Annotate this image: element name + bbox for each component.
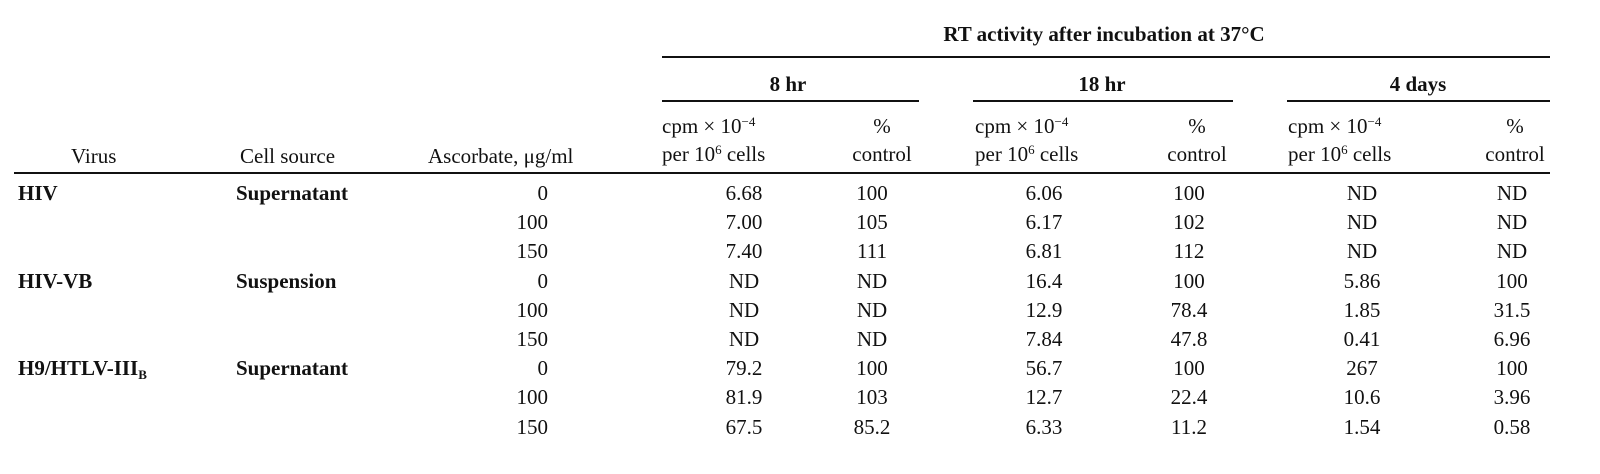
pct-4days-cell: 6.96 (1493, 327, 1531, 351)
pct-4days-cell: 0.58 (1493, 414, 1531, 439)
pct-4days-cell: 3.96 (1493, 385, 1531, 410)
pct-8hr-cell: 100 (856, 181, 888, 205)
cpm-header-4days-line2: per 106 cells (1288, 142, 1392, 166)
cpm-8hr-cell: 7.40 (725, 239, 763, 264)
pct-8hr-cell: 103 (856, 385, 888, 410)
pct-8hr-cell: ND (856, 297, 888, 322)
cpm-18hr-cell: 12.9 (1025, 297, 1063, 322)
pct-18hr-cell: 100 (1173, 356, 1205, 381)
pct-18hr-cell: 112 (1173, 239, 1205, 264)
group-rule-8hr (662, 100, 919, 102)
cpm-8hr-cell: ND (728, 268, 760, 293)
virus-cell: HIV-VB (18, 268, 93, 293)
cpm-18hr-cell: 6.33 (1025, 414, 1063, 439)
ascorbate-cell: 150 (516, 414, 549, 439)
col-header-cell-source: Cell source (240, 144, 336, 168)
cpm-4days-cell: ND (1346, 239, 1378, 264)
pct-18hr-cell: 22.4 (1170, 385, 1208, 410)
header-bottom-rule (14, 172, 1550, 174)
pct-header-8hr: % (873, 114, 891, 138)
ascorbate-cell: 0 (537, 356, 549, 381)
pct-18hr-cell: 102 (1173, 210, 1205, 235)
ascorbate-cell: 100 (516, 210, 549, 235)
virus-cell: H9/HTLV-IIIB (18, 356, 147, 383)
cpm-header-8hr: cpm × 10−4 (662, 114, 756, 138)
cpm-8hr-cell: 6.68 (725, 181, 763, 205)
cpm-8hr-cell: ND (728, 327, 760, 351)
virus-subscript: B (138, 367, 147, 383)
pct-header-4days-line2: control (1485, 142, 1545, 166)
cpm-18hr-cell: 6.17 (1025, 210, 1063, 235)
pct-4days-cell: 100 (1496, 268, 1528, 293)
col-header-virus: Virus (71, 144, 117, 168)
cpm-4days-cell: 0.41 (1343, 327, 1381, 351)
cpm-18hr-cell: 16.4 (1025, 268, 1063, 293)
ascorbate-cell: 150 (516, 239, 549, 264)
pct-8hr-cell: ND (856, 327, 888, 351)
ascorbate-cell: 100 (516, 385, 549, 410)
cpm-4days-cell: ND (1346, 181, 1378, 205)
group-header-18hr: 18 hr (1078, 72, 1126, 96)
cpm-8hr-cell: 81.9 (725, 385, 763, 410)
pct-4days-cell: 100 (1496, 356, 1528, 381)
pct-8hr-cell: 105 (856, 210, 888, 235)
pct-header-4days: % (1506, 114, 1524, 138)
cpm-18hr-cell: 6.06 (1025, 181, 1063, 205)
cell-source-cell: Supernatant (236, 356, 349, 381)
pct-4days-cell: ND (1496, 181, 1528, 205)
cpm-4days-cell: 1.85 (1343, 297, 1381, 322)
cpm-18hr-cell: 7.84 (1025, 327, 1063, 351)
cpm-18hr-cell: 56.7 (1025, 356, 1063, 381)
virus-cell: HIV (18, 181, 58, 205)
cell-source-cell: Suspension (236, 268, 337, 293)
ascorbate-cell: 0 (537, 181, 549, 205)
span-header-rule (662, 56, 1550, 58)
pct-4days-cell: ND (1496, 210, 1528, 235)
cpm-4days-cell: 5.86 (1343, 268, 1381, 293)
pct-8hr-cell: ND (856, 268, 888, 293)
cpm-8hr-cell: 7.00 (725, 210, 763, 235)
pct-header-18hr: % (1188, 114, 1206, 138)
pct-18hr-cell: 100 (1173, 268, 1205, 293)
cpm-4days-cell: ND (1346, 210, 1378, 235)
pct-18hr-cell: 78.4 (1170, 297, 1208, 322)
cpm-header-18hr-line2: per 106 cells (975, 142, 1079, 166)
group-header-4days: 4 days (1389, 72, 1447, 96)
pct-8hr-cell: 111 (857, 239, 887, 264)
cpm-header-4days: cpm × 10−4 (1288, 114, 1382, 138)
cell-source-cell: Supernatant (236, 181, 349, 205)
pct-8hr-cell: 85.2 (853, 414, 891, 439)
pct-18hr-cell: 11.2 (1171, 414, 1207, 439)
group-rule-4days (1287, 100, 1550, 102)
cpm-header-18hr: cpm × 10−4 (975, 114, 1069, 138)
cpm-8hr-cell: 79.2 (725, 356, 763, 381)
pct-4days-cell: 31.5 (1493, 297, 1531, 322)
cpm-8hr-cell: 67.5 (725, 414, 763, 439)
pct-4days-cell: ND (1496, 239, 1528, 264)
cpm-8hr-cell: ND (728, 297, 760, 322)
span-header-title: RT activity after incubation at 37°C (943, 22, 1265, 46)
group-rule-18hr (973, 100, 1233, 102)
ascorbate-cell: 0 (537, 268, 549, 293)
cpm-18hr-cell: 12.7 (1025, 385, 1063, 410)
pct-8hr-cell: 100 (856, 356, 888, 381)
group-header-8hr: 8 hr (769, 72, 807, 96)
cpm-header-8hr-line2: per 106 cells (662, 142, 766, 166)
cpm-4days-cell: 267 (1346, 356, 1378, 381)
pct-18hr-cell: 100 (1173, 181, 1205, 205)
pct-header-8hr-line2: control (852, 142, 912, 166)
col-header-ascorbate: Ascorbate, μg/ml (428, 144, 574, 168)
pct-header-18hr-line2: control (1167, 142, 1227, 166)
ascorbate-cell: 100 (516, 297, 549, 322)
ascorbate-cell: 150 (516, 327, 549, 351)
cpm-18hr-cell: 6.81 (1025, 239, 1063, 264)
cpm-4days-cell: 1.54 (1343, 414, 1381, 439)
cpm-4days-cell: 10.6 (1343, 385, 1381, 410)
pct-18hr-cell: 47.8 (1170, 327, 1208, 351)
